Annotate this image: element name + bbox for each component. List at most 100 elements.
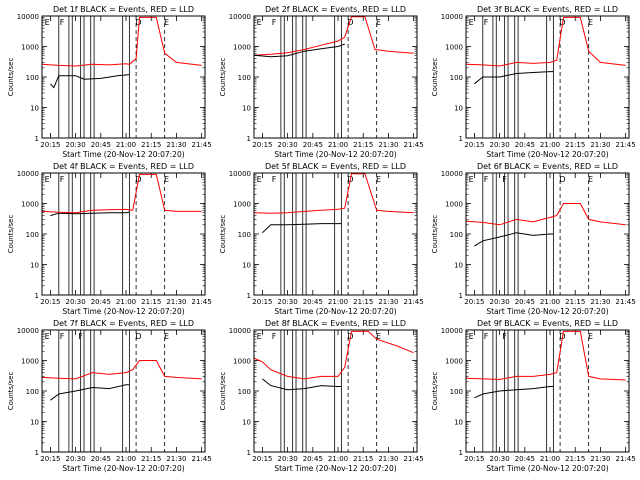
y-tick-label: 1000	[233, 201, 251, 209]
x-axis-label: Start Time (20-Nov-12 20:07:20)	[62, 150, 184, 159]
chart-panel: Det 8f BLACK = Events, RED = LLD Start Ti…	[219, 319, 424, 473]
marker-letter: E	[588, 18, 593, 27]
y-axis-label: Counts/sec	[7, 215, 15, 254]
x-tick-label: 21:30	[590, 455, 610, 463]
y-tick-label: 1000	[21, 201, 39, 209]
x-tick-label: 20:15	[464, 141, 484, 149]
x-tick-label: 21:45	[616, 455, 636, 463]
series-line	[474, 232, 554, 247]
x-tick-label: 21:45	[616, 141, 636, 149]
series-line	[262, 223, 342, 234]
x-tick-label: 20:30	[490, 298, 510, 306]
chart-panel: Det 3f BLACK = Events, RED = LLD Start Ti…	[431, 5, 636, 159]
y-axis-label: Counts/sec	[431, 372, 439, 411]
y-tick-label: 1	[35, 449, 39, 457]
x-tick-label: 21:00	[116, 298, 136, 306]
x-axis-label: Start Time (20-Nov-12 20:07:20)	[486, 150, 608, 159]
x-tick-label: 21:15	[353, 141, 373, 149]
x-axis-label: Start Time (20-Nov-12 20:07:20)	[274, 464, 396, 473]
plot-frame	[465, 15, 630, 139]
chart-title: Det 9f BLACK = Events, RED = LLD	[477, 319, 618, 328]
chart-panel: Det 5f BLACK = Events, RED = LLD Start Ti…	[219, 162, 424, 316]
x-tick-label: 21:15	[565, 298, 585, 306]
plot-frame	[253, 172, 418, 296]
x-axis-label: Start Time (20-Nov-12 20:07:20)	[486, 464, 608, 473]
y-tick-label: 10000	[17, 327, 39, 335]
series-line	[41, 360, 202, 380]
x-tick-label: 21:00	[116, 141, 136, 149]
chart-title: Det 2f BLACK = Events, RED = LLD	[265, 5, 406, 14]
x-tick-label: 21:00	[328, 455, 348, 463]
x-tick-label: 20:45	[91, 141, 111, 149]
x-tick-label: 21:45	[404, 455, 424, 463]
chart-title: Det 6f BLACK = Events, RED = LLD	[477, 162, 618, 171]
chart-title: Det 7f BLACK = Events, RED = LLD	[53, 319, 194, 328]
plot-frame	[465, 172, 630, 296]
marker-letter: F	[502, 175, 507, 184]
y-axis-label: Counts/sec	[431, 58, 439, 97]
marker-letter: E	[45, 18, 50, 27]
marker-letter: E	[376, 175, 381, 184]
series-line	[253, 43, 345, 58]
x-axis-label: Start Time (20-Nov-12 20:07:20)	[62, 307, 184, 316]
marker-letter: F	[78, 332, 83, 341]
plot-frame	[41, 329, 206, 453]
marker-letter: E	[376, 18, 381, 27]
x-axis-label: Start Time (20-Nov-12 20:07:20)	[274, 150, 396, 159]
y-tick-label: 1	[247, 449, 251, 457]
y-tick-label: 100	[26, 388, 39, 396]
marker-letter: E	[257, 175, 262, 184]
x-tick-label: 21:45	[192, 455, 212, 463]
y-tick-label: 100	[26, 231, 39, 239]
plot-frame	[41, 15, 206, 139]
marker-letter: D	[347, 18, 353, 27]
series-line	[41, 173, 202, 214]
y-tick-label: 10	[454, 419, 463, 427]
x-axis-label: Start Time (20-Nov-12 20:07:20)	[486, 307, 608, 316]
x-tick-label: 20:30	[66, 455, 86, 463]
x-tick-label: 20:15	[252, 141, 272, 149]
x-tick-label: 20:30	[278, 298, 298, 306]
y-tick-label: 1000	[445, 44, 463, 52]
y-tick-label: 10000	[229, 170, 251, 178]
chart-panel: Det 2f BLACK = Events, RED = LLD Start Ti…	[219, 5, 424, 159]
y-axis-label: Counts/sec	[219, 58, 227, 97]
marker-letter: E	[45, 175, 50, 184]
y-tick-label: 1000	[233, 358, 251, 366]
x-tick-label: 21:30	[166, 141, 186, 149]
plot-frame	[253, 15, 418, 139]
y-tick-label: 100	[450, 74, 463, 82]
x-tick-label: 21:00	[328, 141, 348, 149]
x-tick-label: 21:45	[404, 141, 424, 149]
y-tick-label: 10000	[17, 13, 39, 21]
x-tick-label: 21:00	[540, 298, 560, 306]
x-tick-label: 21:30	[166, 298, 186, 306]
series-line	[253, 16, 414, 56]
chart-title: Det 4f BLACK = Events, RED = LLD	[53, 162, 194, 171]
x-axis-label: Start Time (20-Nov-12 20:07:20)	[62, 464, 184, 473]
x-tick-label: 21:30	[378, 298, 398, 306]
x-tick-label: 21:30	[378, 141, 398, 149]
y-tick-label: 10	[454, 105, 463, 113]
y-tick-label: 10000	[441, 327, 463, 335]
series-line	[465, 330, 626, 381]
marker-letter: E	[588, 332, 593, 341]
x-tick-label: 20:30	[278, 455, 298, 463]
x-tick-label: 20:15	[40, 455, 60, 463]
x-tick-label: 21:00	[540, 141, 560, 149]
marker-letter: E	[469, 18, 474, 27]
chart-panel: Det 7f BLACK = Events, RED = LLD Start Ti…	[7, 319, 212, 473]
y-axis-label: Counts/sec	[219, 215, 227, 254]
y-tick-label: 10	[30, 262, 39, 270]
x-tick-label: 21:45	[616, 298, 636, 306]
marker-letter: E	[469, 332, 474, 341]
series-line	[465, 203, 626, 226]
marker-letter: F	[484, 332, 489, 341]
marker-letter: D	[559, 175, 565, 184]
x-tick-label: 20:45	[515, 141, 535, 149]
marker-letter: F	[484, 18, 489, 27]
x-tick-label: 21:15	[353, 455, 373, 463]
x-tick-label: 20:15	[464, 455, 484, 463]
marker-letter: E	[376, 332, 381, 341]
x-tick-label: 21:15	[141, 455, 161, 463]
